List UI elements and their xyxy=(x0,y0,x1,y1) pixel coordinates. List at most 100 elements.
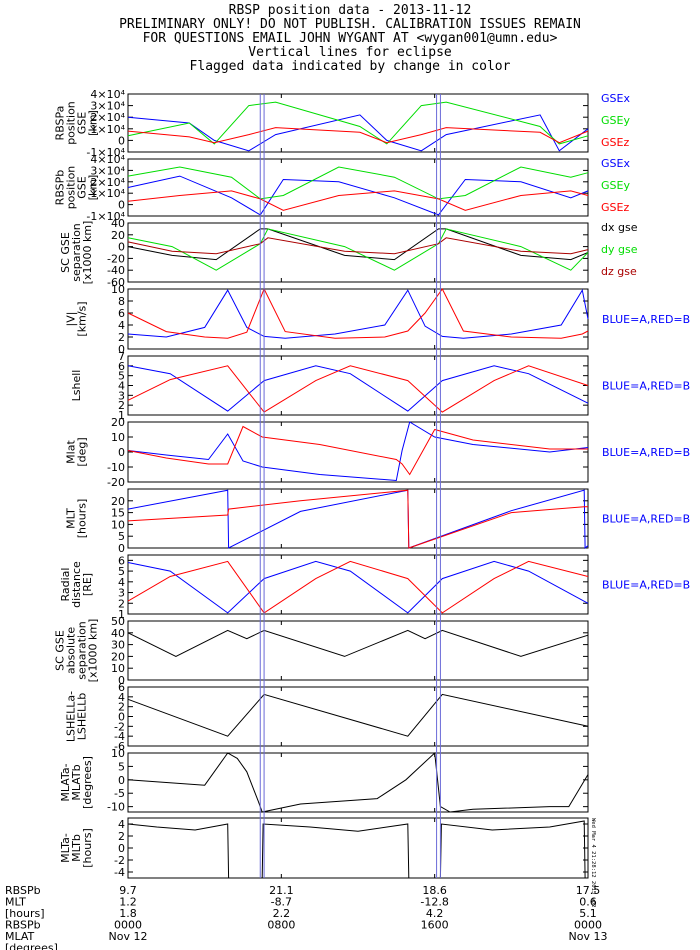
series-line-4-2 xyxy=(127,287,589,339)
panel-y-axis-label: position xyxy=(65,166,78,210)
series-line-2-2 xyxy=(127,166,589,200)
panel-y-axis-label: MLT xyxy=(65,508,78,529)
series-line-5-1 xyxy=(127,365,589,412)
series-line-8-1 xyxy=(127,560,589,614)
chart-title-block: RBSP position data - 2013-11-12 PRELIMIN… xyxy=(0,4,700,74)
y-tick-label: 4 xyxy=(118,380,125,393)
panel-y-axis-label: position xyxy=(65,101,78,145)
y-tick-label: 10 xyxy=(111,662,125,675)
panel-4-frame xyxy=(127,288,589,350)
y-tick-label: -1×10⁴ xyxy=(86,146,125,159)
y-tick-label: 0 xyxy=(118,199,125,212)
legend-entry: GSEx xyxy=(601,157,630,170)
series-line-1-1 xyxy=(127,114,589,152)
y-tick-label: 4 xyxy=(118,818,125,831)
panel-y-axis-label: RBSPa xyxy=(54,106,67,141)
x-axis-row-label: MLAT xyxy=(5,930,35,943)
panel-y-axis-label: Radial xyxy=(59,568,72,602)
panel-y-axis-label: [x1000 km] xyxy=(81,221,94,285)
panel-y-axis-label: RBSPb xyxy=(54,170,67,206)
x-axis-tick-label: 0.6 xyxy=(579,896,597,909)
y-tick-label: 4 xyxy=(118,576,125,589)
panel-10-frame xyxy=(127,686,589,747)
y-tick-label: 1×10⁴ xyxy=(90,123,125,136)
panel-y-axis-label: GSE xyxy=(76,176,89,199)
x-axis-tick-label: 17.5 xyxy=(576,884,601,897)
title-line-2: PRELIMINARY ONLY! DO NOT PUBLISH. CALIBR… xyxy=(119,17,581,32)
series-line-2-3 xyxy=(127,190,589,211)
y-tick-label: 4×10⁴ xyxy=(90,88,125,101)
panel-y-axis-label: [degrees] xyxy=(81,756,94,809)
x-axis-tick-label: 2.2 xyxy=(273,907,291,920)
legend-entry: dx gse xyxy=(601,221,638,234)
x-axis-row-label: RBSPb xyxy=(5,919,41,932)
panel-y-axis-label: separation xyxy=(76,621,89,680)
panel-y-axis-label: [deg] xyxy=(76,437,89,466)
panel-9-frame xyxy=(127,620,589,681)
panel-y-axis-label: [hours] xyxy=(76,499,89,539)
y-tick-label: 20 xyxy=(111,229,125,242)
y-tick-label: 7 xyxy=(118,350,125,363)
y-tick-label: 0 xyxy=(118,542,125,555)
panel-y-axis-label: [RE] xyxy=(81,573,94,596)
panel-y-axis-label: MLTa- xyxy=(59,833,72,863)
y-tick-label: 6 xyxy=(118,360,125,373)
y-tick-label: 20 xyxy=(111,416,125,429)
y-tick-label: 10 xyxy=(111,518,125,531)
y-tick-label: 2 xyxy=(118,701,125,714)
y-tick-label: 10 xyxy=(111,431,125,444)
y-tick-label: 0 xyxy=(118,241,125,254)
y-tick-label: -40 xyxy=(107,264,125,277)
y-tick-label: -2 xyxy=(114,720,125,733)
panel-y-axis-label: absolute xyxy=(65,627,78,675)
legend-entry: BLUE=A,RED=B xyxy=(602,513,690,526)
y-tick-label: 3×10⁴ xyxy=(90,100,125,113)
series-line-12-1 xyxy=(127,820,588,879)
y-tick-label: 20 xyxy=(111,650,125,663)
series-line-3-1 xyxy=(127,228,589,261)
y-tick-label: -10 xyxy=(107,801,125,814)
panel-8-frame xyxy=(127,554,589,615)
y-tick-label: 2×10⁴ xyxy=(90,111,125,124)
y-tick-label: 2 xyxy=(118,399,125,412)
y-tick-label: -20 xyxy=(107,252,125,265)
panel-y-axis-label: SC GSE xyxy=(59,232,72,273)
y-tick-label: 4×10⁴ xyxy=(90,153,125,166)
y-tick-label: -20 xyxy=(107,476,125,489)
y-tick-label: 2 xyxy=(118,331,125,344)
x-axis-tick-label: 4.2 xyxy=(426,907,444,920)
x-axis-tick-label: Nov 12 xyxy=(109,930,148,943)
x-axis-tick-label: 21.1 xyxy=(269,884,294,897)
y-tick-label: 0 xyxy=(118,134,125,147)
y-tick-label: -60 xyxy=(107,276,125,289)
panel-1-frame xyxy=(127,93,589,153)
x-axis-row-label: RBSPb xyxy=(5,884,41,897)
y-tick-label: 8 xyxy=(118,295,125,308)
legend-entry: BLUE=A,RED=B xyxy=(602,313,690,326)
y-tick-label: -1×10⁴ xyxy=(86,210,125,223)
y-tick-label: 0 xyxy=(118,343,125,356)
x-axis-tick-label: -8.7 xyxy=(271,896,292,909)
x-axis-row-label: [hours] xyxy=(5,907,45,920)
series-line-7-1 xyxy=(127,489,589,550)
y-tick-label: 5 xyxy=(118,370,125,383)
legend-entry: dz gse xyxy=(601,265,637,278)
panel-y-axis-label: SC GSE xyxy=(54,630,67,671)
panel-y-axis-label: [hours] xyxy=(81,828,94,868)
legend-entry: GSEx xyxy=(601,92,630,105)
y-tick-label: 10 xyxy=(111,283,125,296)
y-tick-label: 2 xyxy=(118,597,125,610)
legend-entry: GSEz xyxy=(601,201,629,214)
x-axis-tick-label: 1.2 xyxy=(119,896,137,909)
series-line-7-2 xyxy=(127,489,588,549)
panel-y-axis-label: [km] xyxy=(87,110,100,136)
y-tick-label: 15 xyxy=(111,507,125,520)
panel-5-frame xyxy=(127,355,589,416)
panel-11-frame xyxy=(127,752,589,813)
y-tick-label: 1 xyxy=(118,608,125,621)
y-tick-label: 5 xyxy=(118,530,125,543)
title-line-1: RBSP position data - 2013-11-12 xyxy=(228,3,472,18)
series-line-2-1 xyxy=(127,175,589,216)
y-tick-label: 0 xyxy=(118,446,125,459)
